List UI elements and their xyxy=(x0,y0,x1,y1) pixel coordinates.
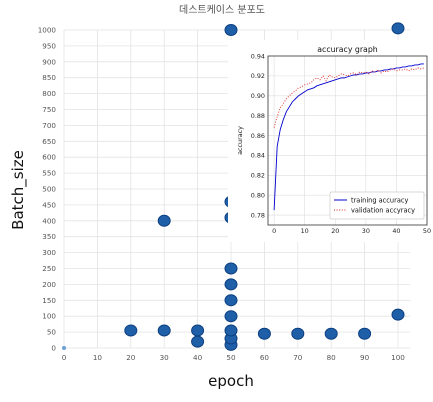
scatter-y-tick-label: 300 xyxy=(42,248,56,257)
inset-x-tick-label: 10 xyxy=(301,227,309,235)
legend-label-validation: validation accyracy xyxy=(351,206,415,214)
inset-y-tick-label: 0.86 xyxy=(251,132,265,140)
scatter-point xyxy=(291,327,305,340)
scatter-x-tick-label: 30 xyxy=(160,353,170,362)
scatter-point xyxy=(224,278,238,291)
scatter-x-tick-label: 20 xyxy=(126,353,136,362)
scatter-point xyxy=(391,308,405,321)
scatter-y-tick-label: 750 xyxy=(42,105,56,114)
inset-plot-frame xyxy=(267,55,428,226)
scatter-point xyxy=(257,327,271,340)
scatter-point xyxy=(62,346,66,350)
scatter-x-tick-label: 40 xyxy=(193,353,203,362)
scatter-point xyxy=(358,327,372,340)
inset-x-tick-label: 20 xyxy=(331,227,339,235)
scatter-x-tick-label: 60 xyxy=(260,353,270,362)
inset-y-tick-label: 0.80 xyxy=(251,191,265,199)
inset-y-tick-label: 0.92 xyxy=(251,72,265,80)
scatter-y-tick-label: 950 xyxy=(42,41,56,50)
inset-y-axis-label: accuracy xyxy=(236,126,244,155)
scatter-y-tick-label: 250 xyxy=(42,264,56,273)
scatter-y-tick-label: 650 xyxy=(42,137,56,146)
scatter-x-tick-label: 50 xyxy=(226,353,236,362)
accuracy-inset-chart: 0 10 20 30 40 50 0.78 0.80 0.82 0.84 0.86 0.88 0.90… xyxy=(228,40,431,242)
inset-series-lines xyxy=(273,63,425,211)
scatter-y-tick-label: 700 xyxy=(42,121,56,130)
scatter-x-tick-label: 70 xyxy=(293,353,303,362)
inset-legend-box xyxy=(329,191,425,220)
scatter-x-tick-label: 0 xyxy=(62,353,67,362)
scatter-y-tick-labels: 0 50 100 150 200 250 300 350 400 450 500 550 600 650 7… xyxy=(38,26,57,353)
scatter-y-tick-label: 100 xyxy=(42,312,56,321)
scatter-x-tick-labels: 0 10 20 30 40 50 60 70 80 90 100 xyxy=(62,353,406,362)
inset-y-tick-label: 0.90 xyxy=(251,92,265,100)
inset-x-tick-label: 50 xyxy=(423,227,431,235)
inset-y-tick-labels: 0.78 0.80 0.82 0.84 0.86 0.88 0.90 0.92 0.94 xyxy=(251,52,265,219)
scatter-y-tick-label: 0 xyxy=(51,344,56,353)
series-line-training xyxy=(273,63,424,211)
scatter-y-tick-label: 1000 xyxy=(38,26,57,35)
scatter-x-tick-label: 90 xyxy=(360,353,370,362)
inset-chart-title: accuracy graph xyxy=(317,45,378,54)
scatter-chart-title: 데스트케이스 분포도 xyxy=(179,4,265,16)
scatter-point xyxy=(157,214,171,227)
inset-y-tick-label: 0.94 xyxy=(251,52,265,60)
scatter-point xyxy=(224,262,238,275)
scatter-point xyxy=(391,22,405,35)
inset-x-tick-label: 0 xyxy=(272,227,276,235)
inset-y-tick-label: 0.84 xyxy=(251,152,265,160)
scatter-point xyxy=(224,324,238,337)
scatter-point xyxy=(191,335,205,348)
inset-y-tick-label: 0.78 xyxy=(251,211,265,219)
scatter-point xyxy=(224,310,238,323)
scatter-y-tick-label: 550 xyxy=(42,169,56,178)
scatter-y-tick-label: 850 xyxy=(42,73,56,82)
inset-x-tick-labels: 0 10 20 30 40 50 xyxy=(272,227,431,235)
scatter-y-tick-label: 900 xyxy=(42,57,56,66)
scatter-y-tick-label: 800 xyxy=(42,89,56,98)
inset-x-tick-label: 40 xyxy=(392,227,400,235)
scatter-point xyxy=(191,324,205,337)
legend-label-training: training accuracy xyxy=(351,196,408,204)
scatter-y-tick-label: 200 xyxy=(42,280,56,289)
inset-x-tick-label: 30 xyxy=(362,227,370,235)
scatter-x-tick-label: 80 xyxy=(327,353,337,362)
scatter-y-axis-label: Batch_size xyxy=(9,150,28,230)
scatter-x-tick-label: 100 xyxy=(391,353,405,362)
inset-y-tick-label: 0.88 xyxy=(251,112,265,120)
scatter-y-tick-label: 500 xyxy=(42,185,56,194)
scatter-y-tick-label: 600 xyxy=(42,153,56,162)
scatter-point xyxy=(124,324,138,337)
scatter-y-tick-label: 150 xyxy=(42,296,56,305)
scatter-x-tick-label: 10 xyxy=(93,353,103,362)
scatter-y-tick-label: 350 xyxy=(42,232,56,241)
scatter-point xyxy=(157,324,171,337)
scatter-x-axis-label: epoch xyxy=(208,372,254,390)
scatter-point xyxy=(324,327,338,340)
inset-y-tick-label: 0.82 xyxy=(251,172,265,180)
scatter-y-tick-label: 400 xyxy=(42,216,56,225)
inset-legend: training accuracy validation accyracy xyxy=(329,191,425,220)
scatter-y-tick-label: 450 xyxy=(42,200,56,209)
scatter-point xyxy=(224,24,238,36)
scatter-y-tick-label: 50 xyxy=(47,328,57,337)
scatter-point xyxy=(224,294,238,307)
